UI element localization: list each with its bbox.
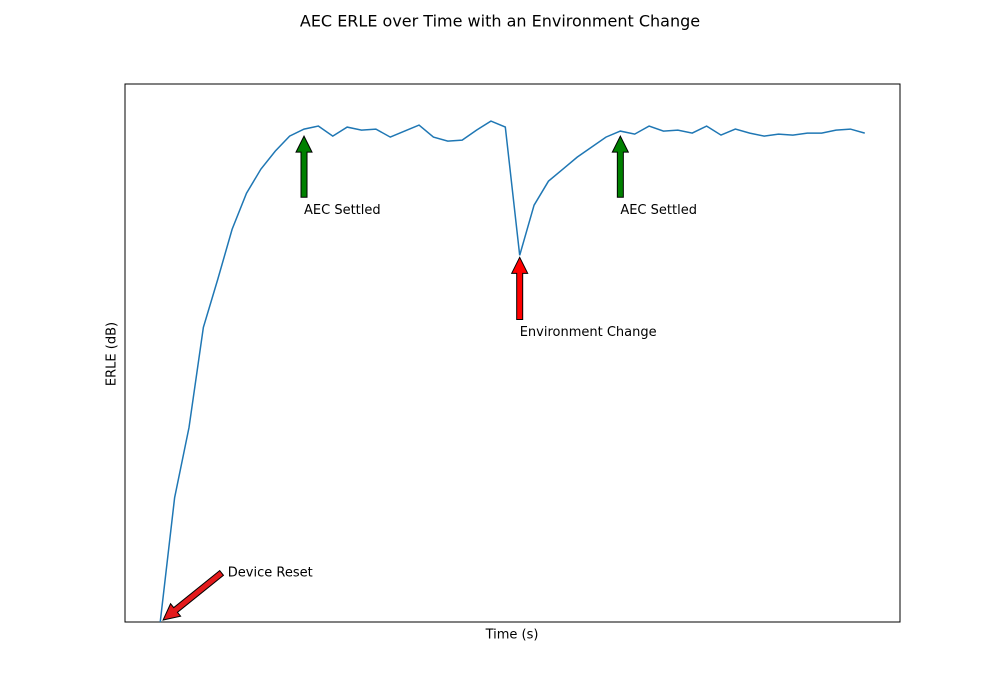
annotation-arrow bbox=[295, 134, 313, 198]
annotation-label: AEC Settled bbox=[304, 203, 381, 218]
y-axis-label: ERLE (dB) bbox=[105, 322, 120, 386]
annotation-arrow bbox=[510, 256, 529, 320]
annotation-arrow bbox=[611, 134, 630, 198]
annotation-arrow bbox=[162, 569, 225, 621]
plot-frame bbox=[124, 83, 901, 623]
annotation-label: Device Reset bbox=[228, 566, 313, 581]
x-axis-label: Time (s) bbox=[485, 628, 539, 643]
annotation-label: AEC Settled bbox=[620, 203, 697, 218]
data-line bbox=[159, 120, 865, 623]
chart-title: AEC ERLE over Time with an Environment C… bbox=[300, 12, 700, 31]
annotation-label: Environment Change bbox=[520, 325, 657, 340]
